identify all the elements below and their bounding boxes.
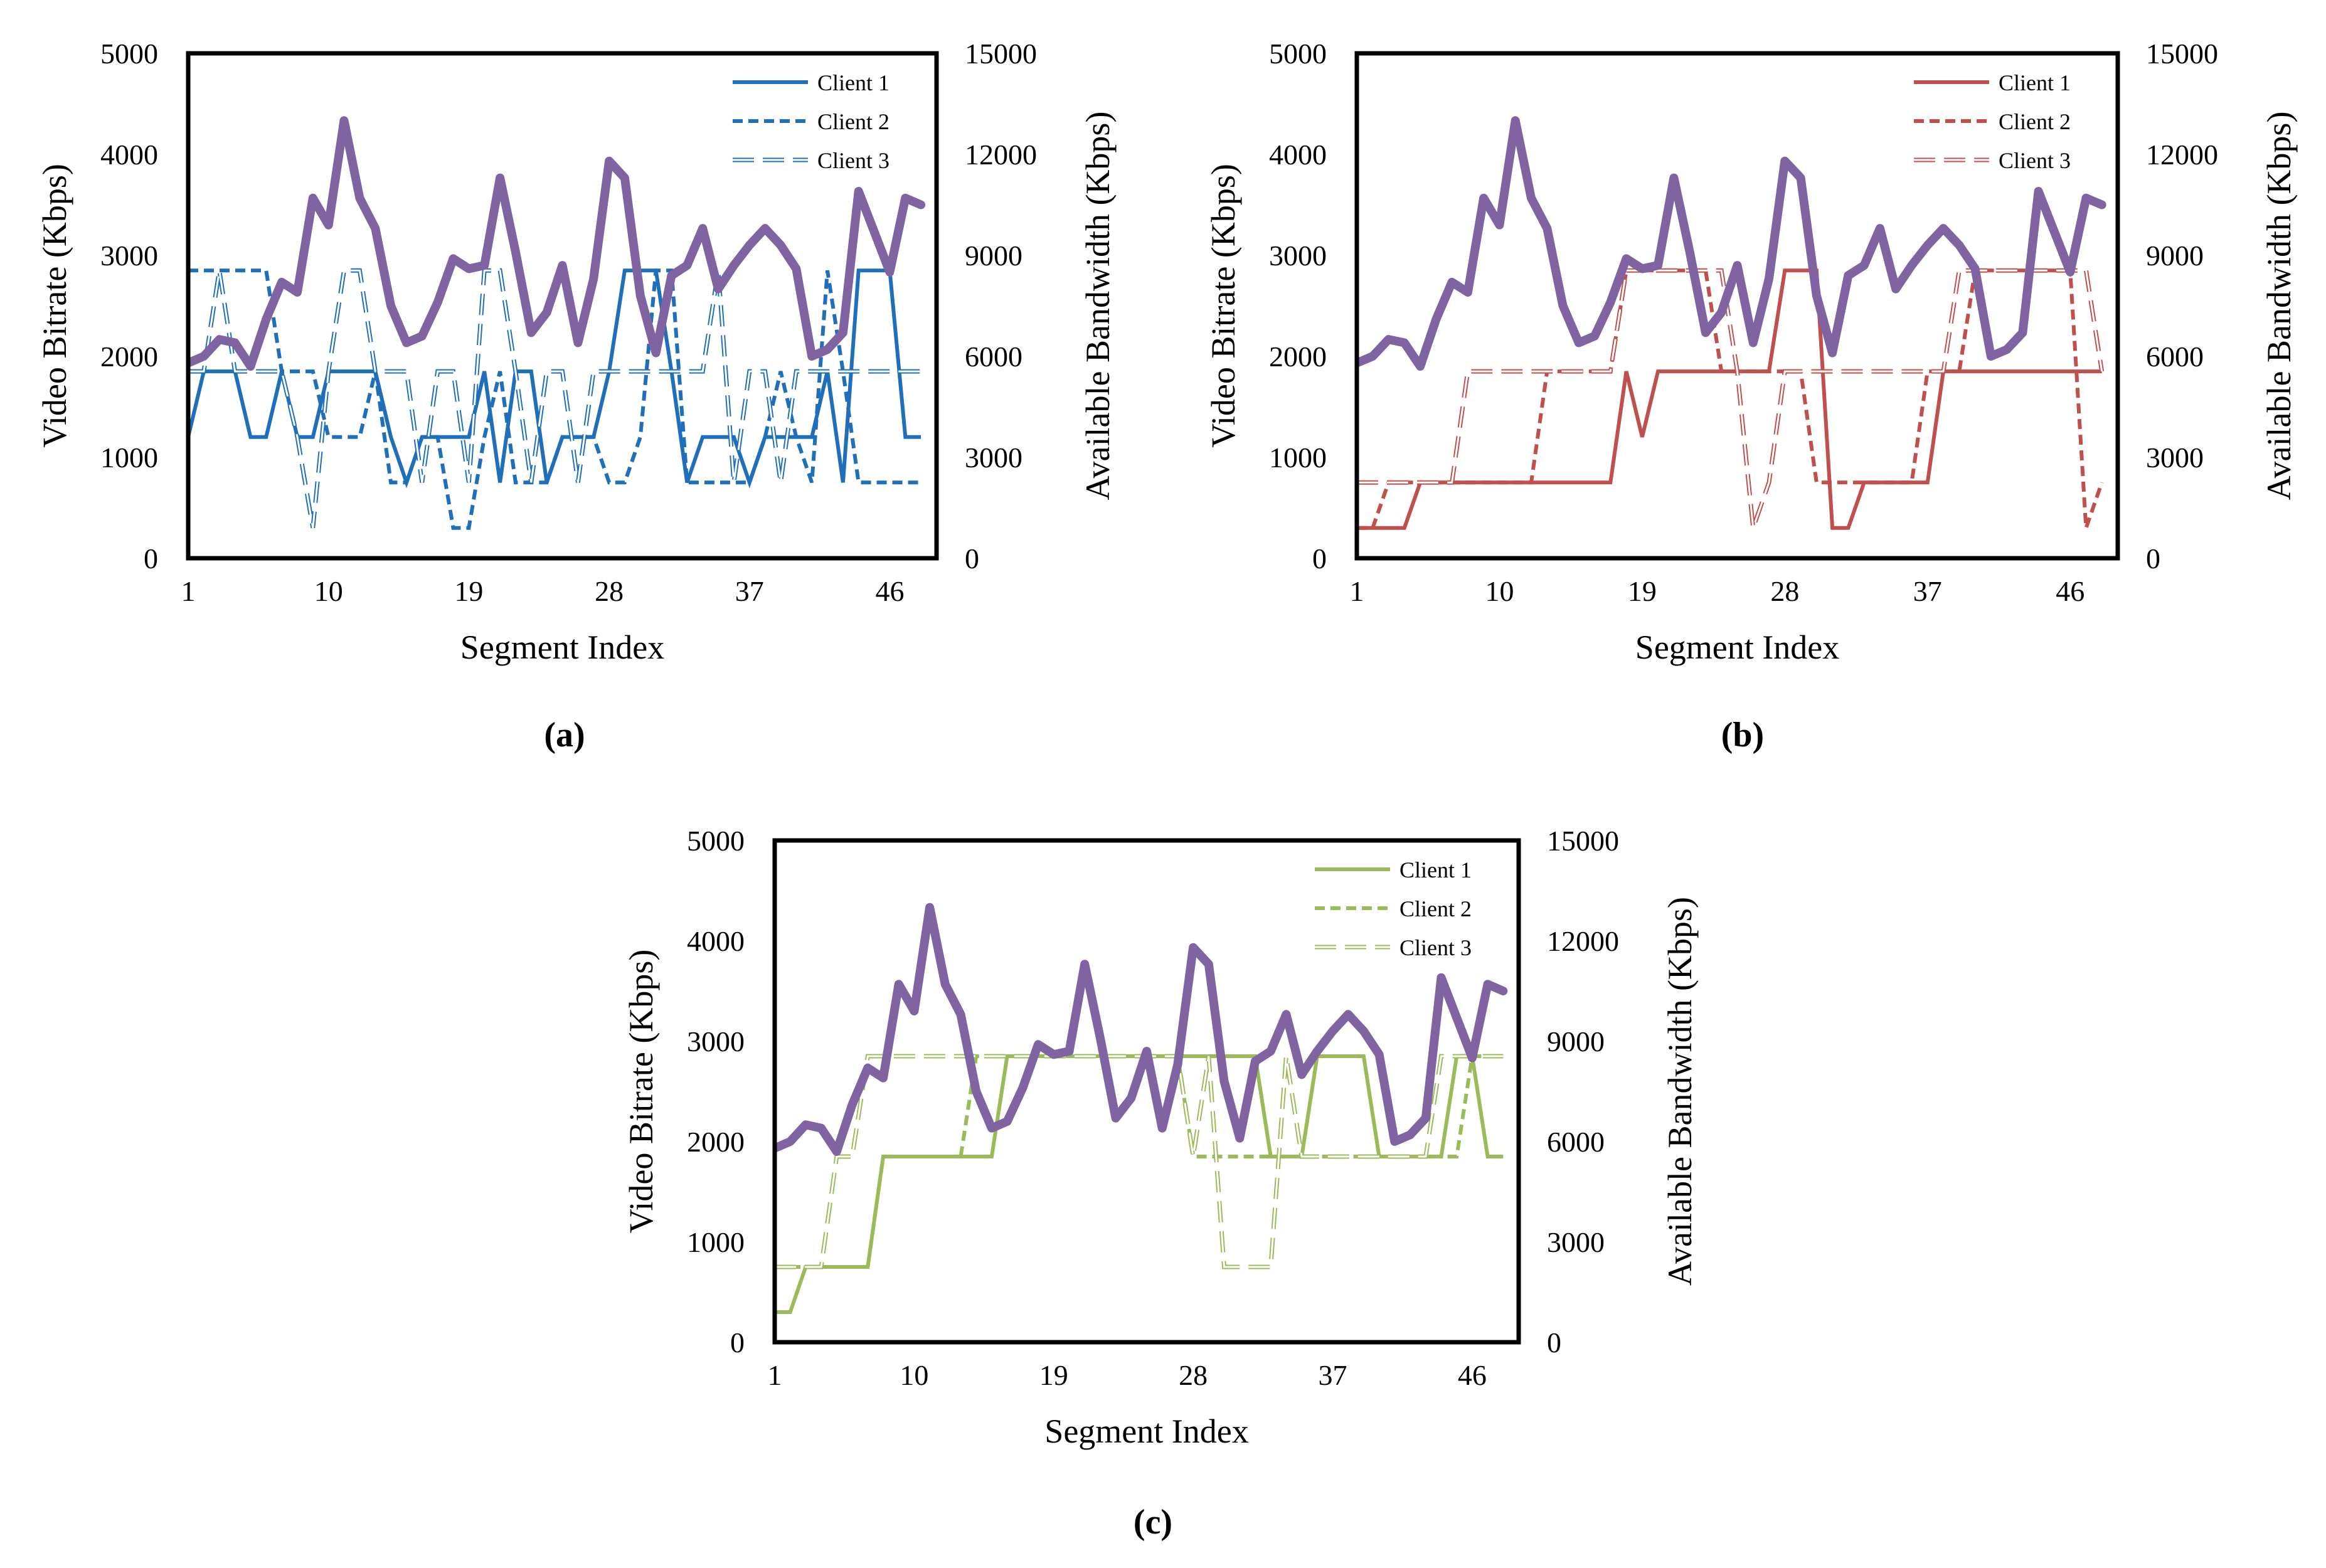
- y-tick-label: 4000: [100, 139, 158, 171]
- legend-label: Client 2: [817, 109, 890, 134]
- x-tick-label: 46: [875, 575, 904, 607]
- y2-tick-label: 12000: [1547, 925, 1619, 957]
- y-tick-label: 3000: [687, 1025, 745, 1057]
- y2-tick-label: 15000: [2146, 38, 2218, 70]
- plot-area: [188, 116, 926, 530]
- legend-label: Client 1: [817, 70, 890, 95]
- x-tick-label: 10: [1485, 575, 1514, 607]
- x-tick-label: 19: [1039, 1359, 1068, 1391]
- x-tick-label: 10: [900, 1359, 928, 1391]
- x-tick-label: 28: [595, 575, 624, 607]
- y2-tick-label: 15000: [965, 38, 1037, 70]
- y-axis-title: Video Bitrate (Kbps): [622, 950, 660, 1234]
- y2-tick-label: 9000: [965, 240, 1022, 272]
- y2-tick-label: 0: [1547, 1327, 1561, 1359]
- y2-tick-label: 3000: [965, 442, 1022, 474]
- y-tick-label: 0: [144, 543, 158, 575]
- y-tick-label: 1000: [687, 1226, 745, 1258]
- y-tick-label: 5000: [1269, 38, 1327, 70]
- series-line-available-bandwidth: [188, 116, 926, 371]
- y-tick-label: 2000: [1269, 341, 1327, 373]
- x-tick-label: 37: [735, 575, 764, 607]
- plot-area: [1357, 116, 2106, 530]
- y2-tick-label: 9000: [1547, 1025, 1605, 1057]
- y2-tick-label: 6000: [1547, 1126, 1605, 1158]
- x-tick-label: 10: [314, 575, 343, 607]
- legend-label: Client 3: [1399, 935, 1472, 960]
- y-tick-label: 2000: [100, 341, 158, 373]
- x-tick-label: 37: [1319, 1359, 1347, 1391]
- plot-frame: [1354, 51, 2120, 561]
- legend-label: Client 3: [1999, 148, 2071, 173]
- x-tick-label: 46: [1458, 1359, 1487, 1391]
- x-tick-label: 37: [1913, 575, 1942, 607]
- y2-tick-label: 12000: [2146, 139, 2218, 171]
- x-axis-title: Segment Index: [1044, 1412, 1248, 1450]
- series-line-available-bandwidth: [1357, 116, 2106, 371]
- x-tick-label: 1: [768, 1359, 782, 1391]
- legend-label: Client 2: [1399, 896, 1472, 921]
- legend: Client 1 Client 2 Client 3: [733, 70, 890, 173]
- panel-label: (c): [1134, 1503, 1172, 1542]
- series-line-available-bandwidth: [775, 903, 1508, 1156]
- x-tick-label: 1: [1350, 575, 1364, 607]
- x-tick-label: 19: [454, 575, 483, 607]
- y-tick-label: 5000: [687, 825, 745, 857]
- chart-panel-2: 0 1000 2000 3000 4000 5000 0 3000 6000 9000 12000 1…: [1204, 38, 2298, 755]
- legend-label: Client 1: [1399, 857, 1472, 882]
- plot-frame: [186, 51, 939, 561]
- legend-label: Client 1: [1999, 70, 2071, 95]
- y2-axis-title: Available Bandwidth (Kbps): [1661, 897, 1699, 1286]
- series-line-client-3-inner: [775, 1055, 1504, 1268]
- y2-axis-title: Available Bandwidth (Kbps): [2260, 112, 2298, 501]
- y-tick-label: 3000: [100, 240, 158, 272]
- legend-label: Client 3: [817, 148, 890, 173]
- y2-tick-label: 3000: [2146, 442, 2204, 474]
- x-tick-label: 28: [1770, 575, 1799, 607]
- y-tick-label: 2000: [687, 1126, 745, 1158]
- chart-panel-3: 0 1000 2000 3000 4000 5000 0 3000 6000 9000 12000 1…: [622, 825, 1699, 1542]
- series-line-client-3-inner: [188, 269, 921, 528]
- y2-tick-label: 15000: [1547, 825, 1619, 857]
- y2-tick-label: 12000: [965, 139, 1037, 171]
- y2-tick-label: 0: [2146, 543, 2160, 575]
- y-axis-title: Video Bitrate (Kbps): [1204, 164, 1242, 448]
- legend-label: Client 2: [1999, 109, 2071, 134]
- y-tick-label: 0: [730, 1327, 745, 1359]
- x-axis-title: Segment Index: [1635, 628, 1839, 666]
- y-tick-label: 3000: [1269, 240, 1327, 272]
- plot-frame: [772, 838, 1521, 1345]
- series-line-client-2: [188, 268, 921, 530]
- y-tick-label: 4000: [1269, 139, 1327, 171]
- legend: Client 1 Client 2 Client 3: [1914, 70, 2071, 173]
- y2-tick-label: 9000: [2146, 240, 2204, 272]
- y-axis-title: Video Bitrate (Kbps): [36, 164, 73, 448]
- y-tick-label: 4000: [687, 925, 745, 957]
- plot-area: [775, 903, 1508, 1314]
- y-tick-label: 5000: [100, 38, 158, 70]
- x-tick-label: 28: [1179, 1359, 1208, 1391]
- y2-tick-label: 3000: [1547, 1226, 1605, 1258]
- x-axis-title: Segment Index: [460, 628, 664, 666]
- chart-panel-1: 0 1000 2000 3000 4000 5000 0 3000 6000 9000 12000 1…: [36, 38, 1117, 755]
- panel-label: (a): [544, 716, 585, 755]
- legend: Client 1 Client 2 Client 3: [1315, 857, 1472, 960]
- series-line-client-1: [1357, 268, 2102, 530]
- y2-tick-label: 6000: [2146, 341, 2204, 373]
- panel-label: (b): [1721, 716, 1764, 755]
- y2-tick-label: 6000: [965, 341, 1022, 373]
- y-tick-label: 1000: [1269, 442, 1327, 474]
- x-tick-label: 1: [181, 575, 196, 607]
- x-tick-label: 19: [1628, 575, 1657, 607]
- x-tick-label: 46: [2056, 575, 2084, 607]
- y2-tick-label: 0: [965, 543, 979, 575]
- y-tick-label: 1000: [100, 442, 158, 474]
- y-tick-label: 0: [1312, 543, 1327, 575]
- y2-axis-title: Available Bandwidth (Kbps): [1079, 112, 1117, 501]
